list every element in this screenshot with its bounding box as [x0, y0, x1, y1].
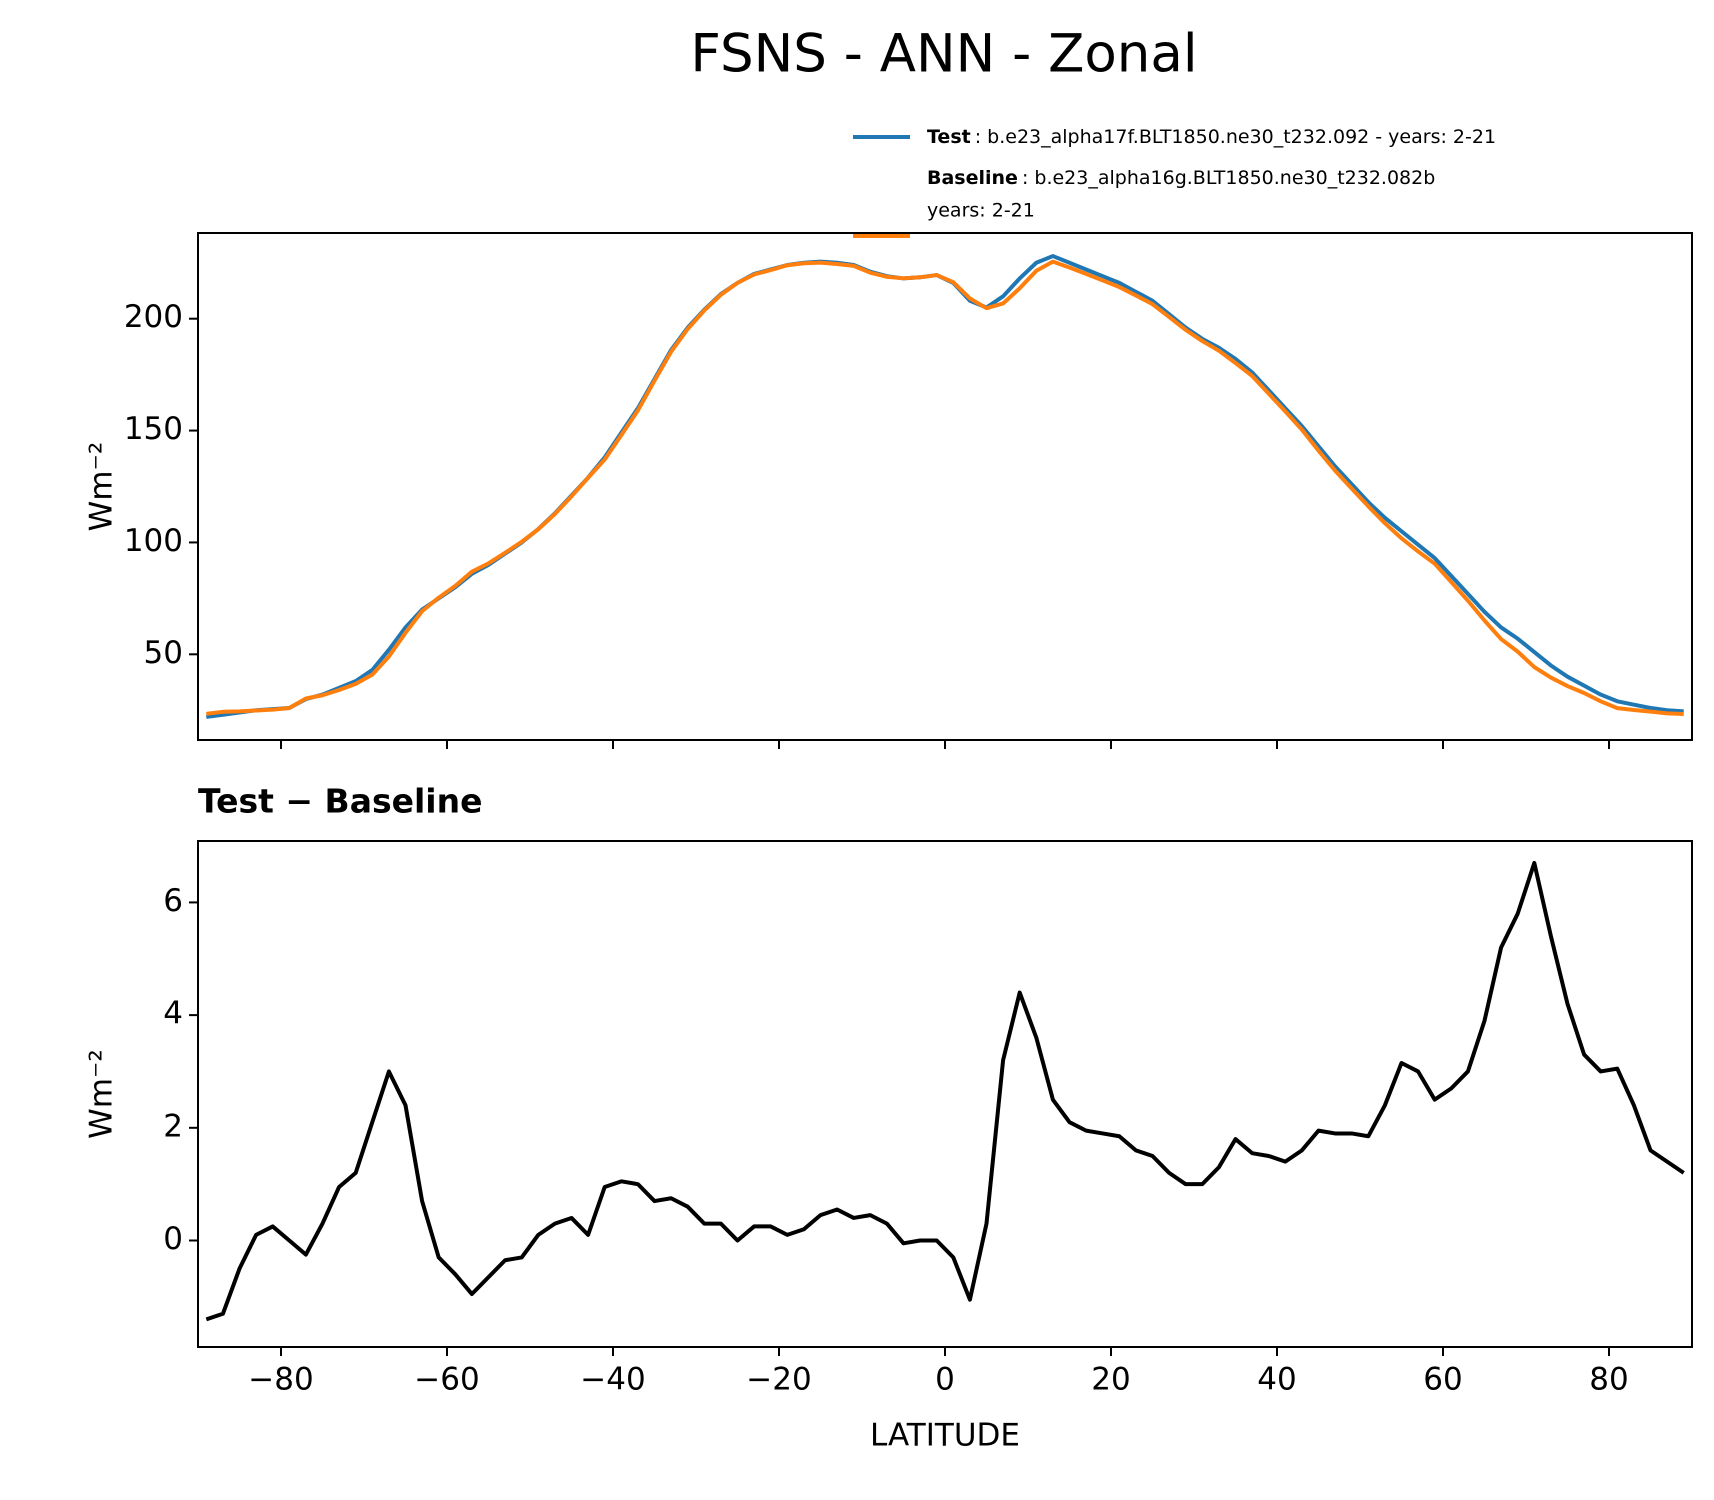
y-tick-label: 200: [124, 299, 183, 335]
legend-name: Baseline: [927, 167, 1018, 189]
x-axis-label: LATITUDE: [870, 1418, 1020, 1454]
y-tick-label: 50: [144, 635, 183, 671]
y-tick-label: 150: [124, 411, 183, 447]
y-tick-label: 2: [163, 1108, 183, 1144]
legend-label: Test: b.e23_alpha17f.BLT1850.ne30_t232.0…: [927, 126, 1496, 148]
data-line: [206, 259, 1684, 717]
y-tick-label: 4: [163, 996, 183, 1032]
x-tick-label: −80: [248, 1362, 313, 1398]
axes-frame: [197, 232, 1693, 741]
y-tick-label: 100: [124, 523, 183, 559]
x-tick-label: 80: [1589, 1362, 1628, 1398]
axes-frame: [197, 840, 1693, 1348]
x-tick-label: −60: [414, 1362, 479, 1398]
legend-desc: years: 2-21: [927, 200, 1035, 222]
y-axis-label: Wm⁻²: [84, 1049, 120, 1139]
legend-desc: : b.e23_alpha17f.BLT1850.ne30_t232.092 -…: [975, 126, 1496, 148]
data-line: [205, 860, 1685, 1322]
figure-title: FSNS - ANN - Zonal: [690, 24, 1197, 85]
legend-desc: : b.e23_alpha16g.BLT1850.ne30_t232.082b: [1022, 167, 1435, 189]
legend-name: Test: [927, 126, 971, 148]
subplot-title: Test − Baseline: [198, 782, 483, 821]
legend-label: Baseline: b.e23_alpha16g.BLT1850.ne30_t2…: [927, 167, 1435, 189]
y-axis-label: Wm⁻²: [84, 442, 120, 532]
x-tick-label: −20: [746, 1362, 811, 1398]
x-tick-label: 60: [1423, 1362, 1462, 1398]
x-tick-label: 0: [935, 1362, 955, 1398]
x-tick-label: 20: [1091, 1362, 1130, 1398]
x-tick-label: −40: [580, 1362, 645, 1398]
y-tick-label: 0: [163, 1221, 183, 1257]
x-tick-label: 40: [1257, 1362, 1296, 1398]
y-tick-label: 6: [163, 883, 183, 919]
